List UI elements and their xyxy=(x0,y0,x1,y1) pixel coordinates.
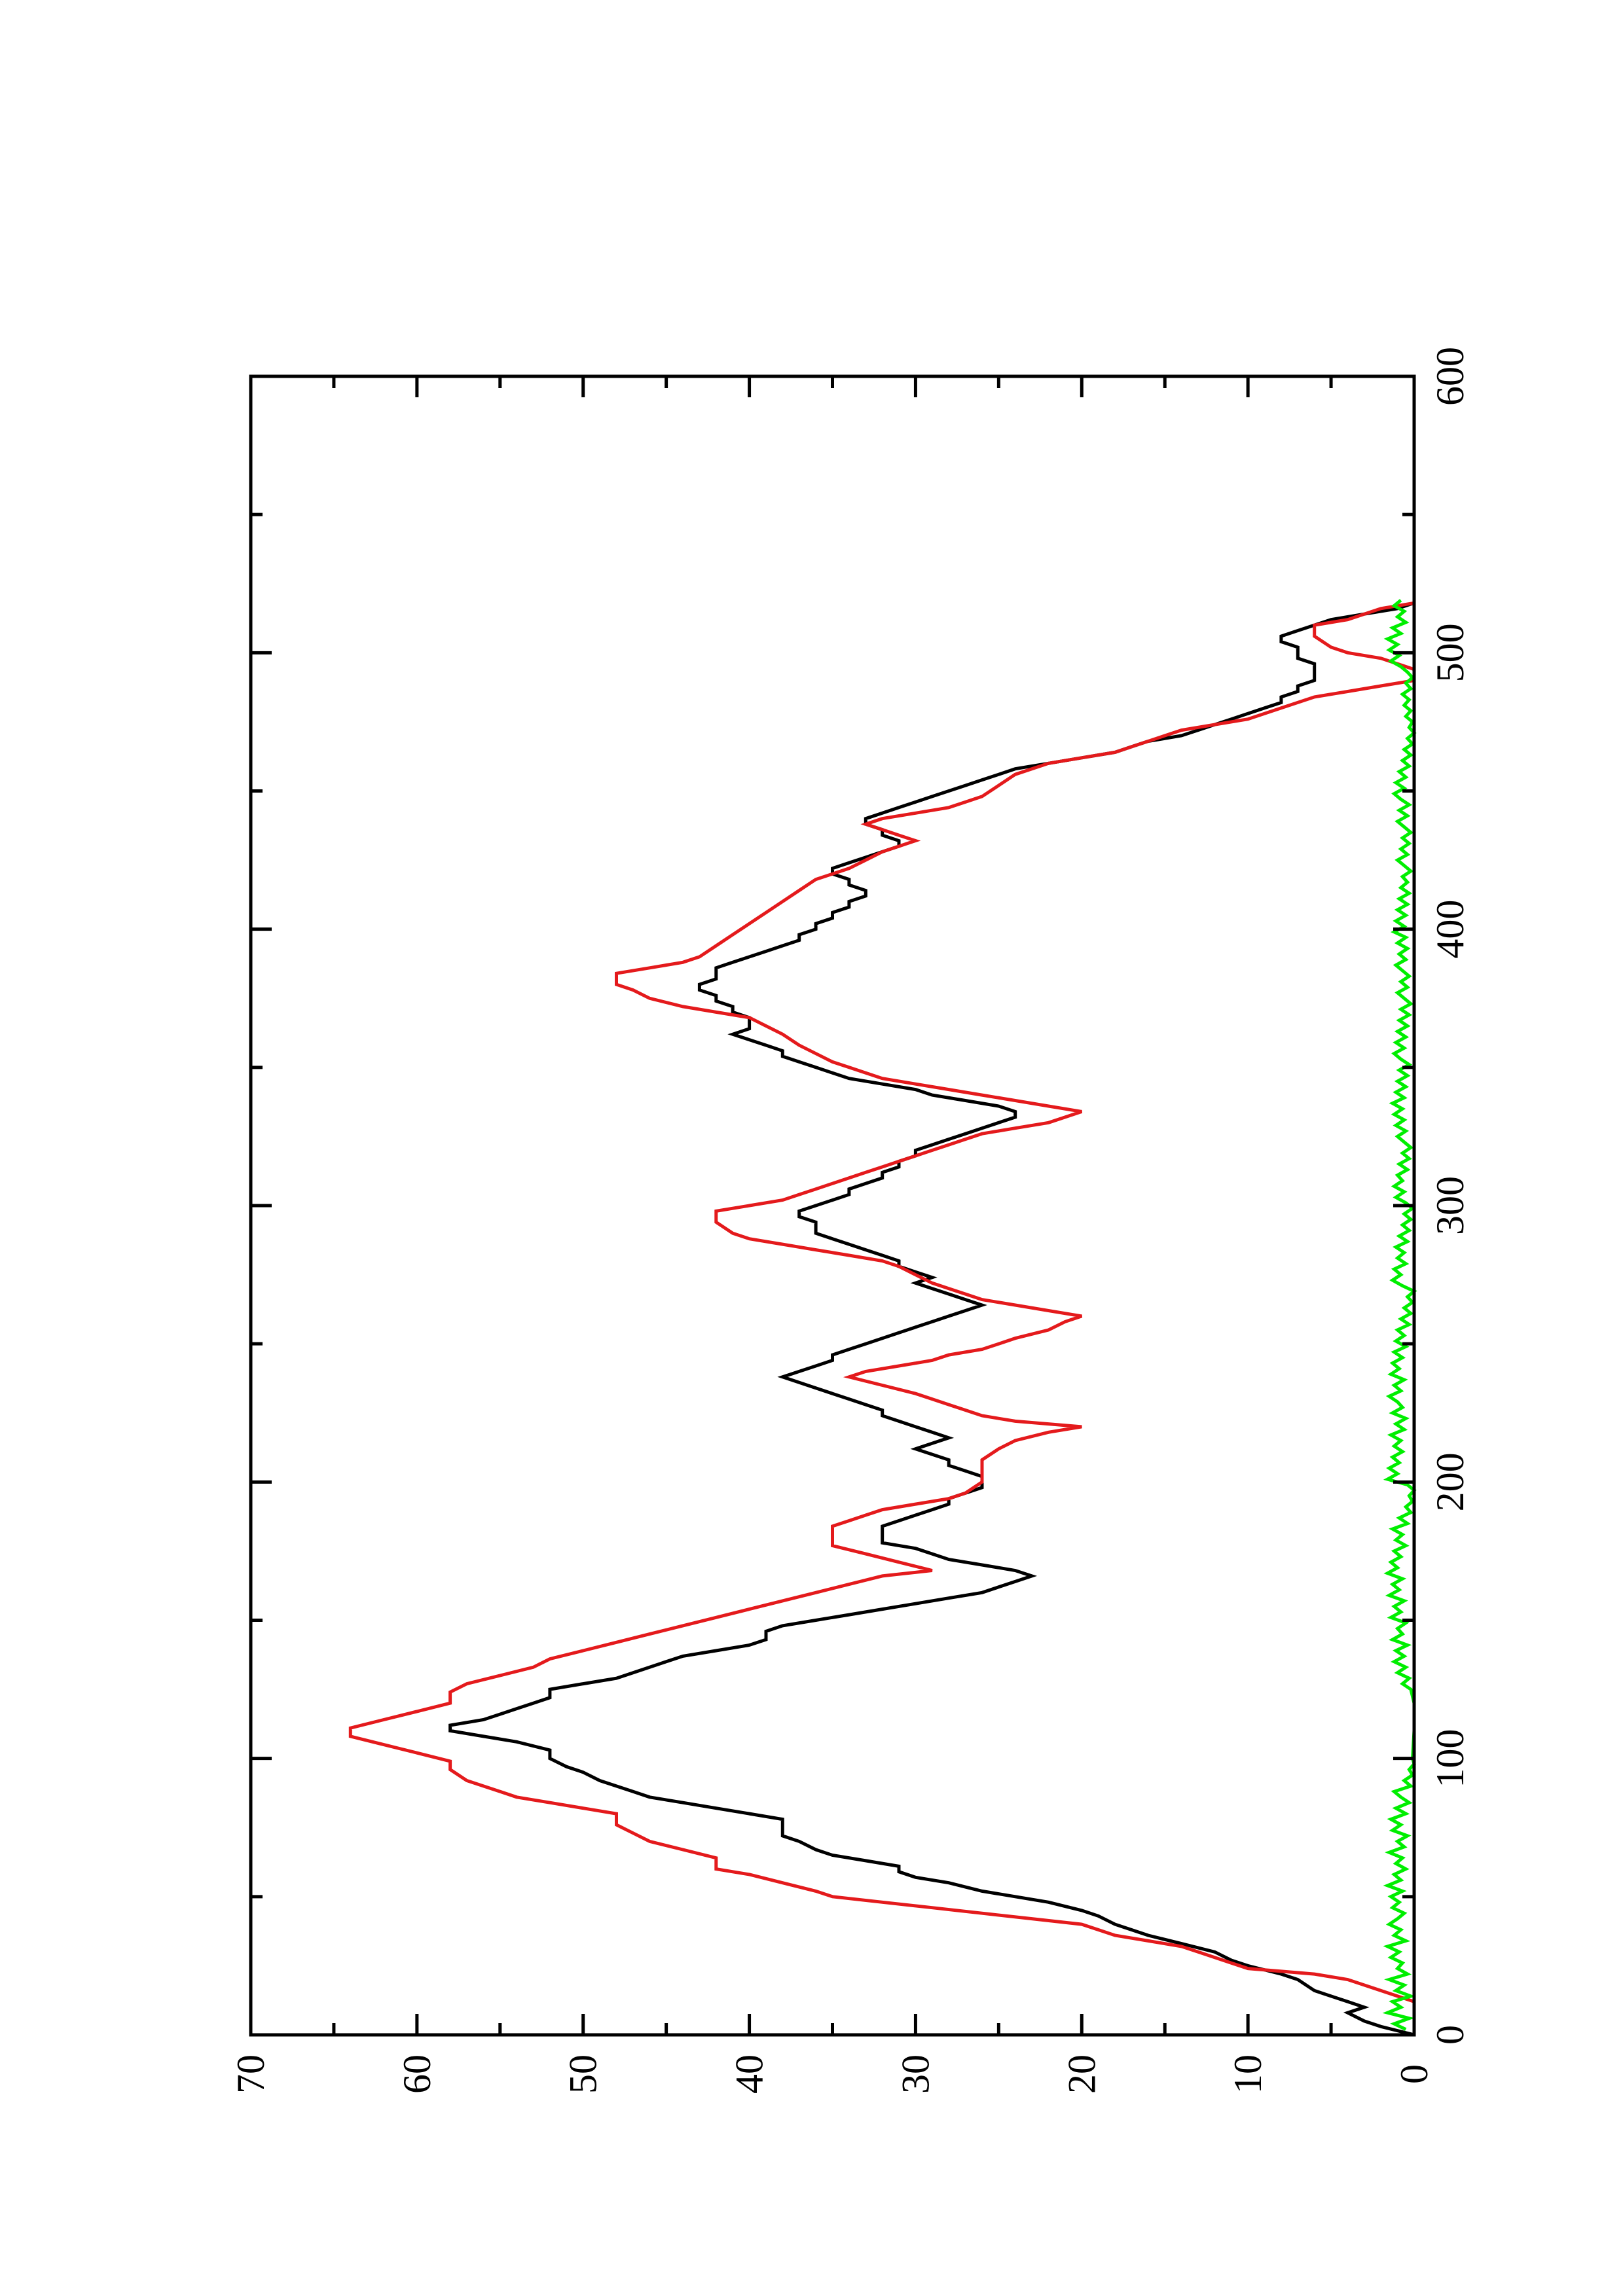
x-tick-label: 600 xyxy=(1429,347,1472,406)
x-tick-label: 0 xyxy=(1429,2025,1472,2045)
y-tick-label: 20 xyxy=(1060,2054,1103,2094)
x-tick-label: 400 xyxy=(1429,900,1472,959)
y-tick-label: 70 xyxy=(229,2054,272,2094)
series-line-2 xyxy=(348,601,1416,2035)
tick-marks xyxy=(249,374,1416,2037)
y-tick-label: 0 xyxy=(1393,2064,1436,2084)
y-tick-label: 10 xyxy=(1226,2054,1269,2094)
y-tick-label: 50 xyxy=(562,2054,605,2094)
series-line-1 xyxy=(448,601,1415,2037)
y-tick-label: 30 xyxy=(894,2054,937,2094)
x-tick-label: 200 xyxy=(1429,1452,1472,1511)
y-tick-label: 60 xyxy=(395,2054,439,2094)
y-tick-label: 40 xyxy=(728,2054,771,2094)
series-layer xyxy=(348,599,1417,2037)
x-tick-label: 100 xyxy=(1429,1729,1472,1788)
plot-frame xyxy=(249,374,1416,2037)
x-tick-label: 500 xyxy=(1429,623,1472,682)
x-tick-label: 300 xyxy=(1429,1176,1472,1235)
x-tick-labels: 0 100 200 300 400 500 600 xyxy=(1429,347,1472,2045)
series-line-3 xyxy=(1382,599,1417,2031)
y-tick-labels: 0 10 20 30 40 50 60 70 xyxy=(229,2054,1436,2094)
